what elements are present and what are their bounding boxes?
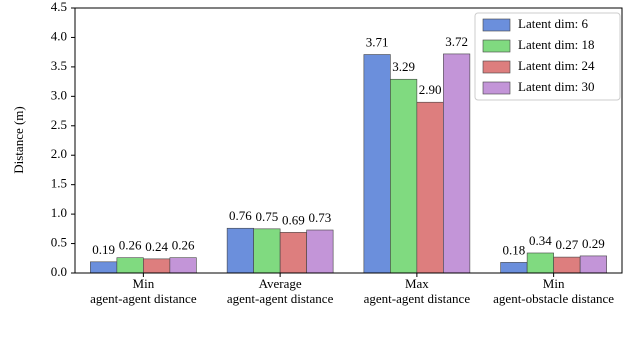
value-label: 0.27 xyxy=(556,237,579,252)
bar xyxy=(143,258,171,274)
value-label: 0.19 xyxy=(92,242,115,257)
bar xyxy=(279,232,307,274)
x-tick-label: Min xyxy=(543,276,565,291)
value-label: 3.29 xyxy=(392,59,415,74)
y-tick-label: 2.5 xyxy=(51,117,67,132)
bar xyxy=(253,228,281,274)
bar xyxy=(500,262,528,274)
legend-swatch xyxy=(482,81,511,95)
value-label: 0.29 xyxy=(582,236,605,251)
bar xyxy=(306,229,334,274)
y-tick-label: 2.0 xyxy=(51,146,67,161)
y-tick-label: 0.0 xyxy=(51,264,67,279)
value-label: 0.76 xyxy=(229,208,252,223)
bar xyxy=(526,252,554,274)
legend-label: Latent dim: 18 xyxy=(518,37,595,52)
bar xyxy=(416,101,444,274)
x-tick-label: agent-agent distance xyxy=(227,291,334,306)
value-label: 0.26 xyxy=(172,238,195,253)
bar xyxy=(443,53,471,274)
value-label: 0.34 xyxy=(529,233,552,248)
legend-swatch xyxy=(482,18,511,32)
x-tick-label: Max xyxy=(405,276,429,291)
y-tick-label: 0.5 xyxy=(51,235,67,250)
legend-label: Latent dim: 6 xyxy=(518,16,589,31)
value-label: 3.72 xyxy=(445,34,468,49)
bar xyxy=(226,227,254,274)
x-tick-label: agent-obstacle distance xyxy=(493,291,614,306)
y-tick-label: 4.0 xyxy=(51,28,67,43)
bar xyxy=(579,255,607,274)
x-tick-label: Average xyxy=(259,276,302,291)
value-label: 0.69 xyxy=(282,212,305,227)
y-tick-label: 1.0 xyxy=(51,205,67,220)
bar xyxy=(363,54,391,274)
bar xyxy=(90,261,118,274)
value-label: 2.90 xyxy=(419,82,442,97)
y-tick-label: 4.5 xyxy=(51,0,67,14)
bar xyxy=(553,256,581,274)
y-tick-label: 1.5 xyxy=(51,176,67,191)
value-label: 0.73 xyxy=(309,210,332,225)
x-tick-label: agent-agent distance xyxy=(364,291,471,306)
legend-box xyxy=(474,12,621,101)
value-label: 0.26 xyxy=(119,238,142,253)
legend-swatch xyxy=(482,39,511,53)
value-label: 0.24 xyxy=(145,239,168,254)
plot-frame xyxy=(74,7,623,274)
y-tick-label: 3.0 xyxy=(51,87,67,102)
x-tick-label: Min xyxy=(133,276,155,291)
y-tick-label: 3.5 xyxy=(51,58,67,73)
value-label: 0.75 xyxy=(256,209,279,224)
value-label: 0.18 xyxy=(503,242,526,257)
bar xyxy=(116,257,144,274)
value-label: 3.71 xyxy=(366,35,389,50)
bar xyxy=(390,78,418,274)
x-tick-label: agent-agent distance xyxy=(90,291,197,306)
legend-label: Latent dim: 24 xyxy=(518,58,595,73)
y-axis-label: Distance (m) xyxy=(11,106,26,174)
legend-swatch xyxy=(482,60,511,74)
legend-label: Latent dim: 30 xyxy=(518,79,595,94)
bar xyxy=(169,257,197,274)
